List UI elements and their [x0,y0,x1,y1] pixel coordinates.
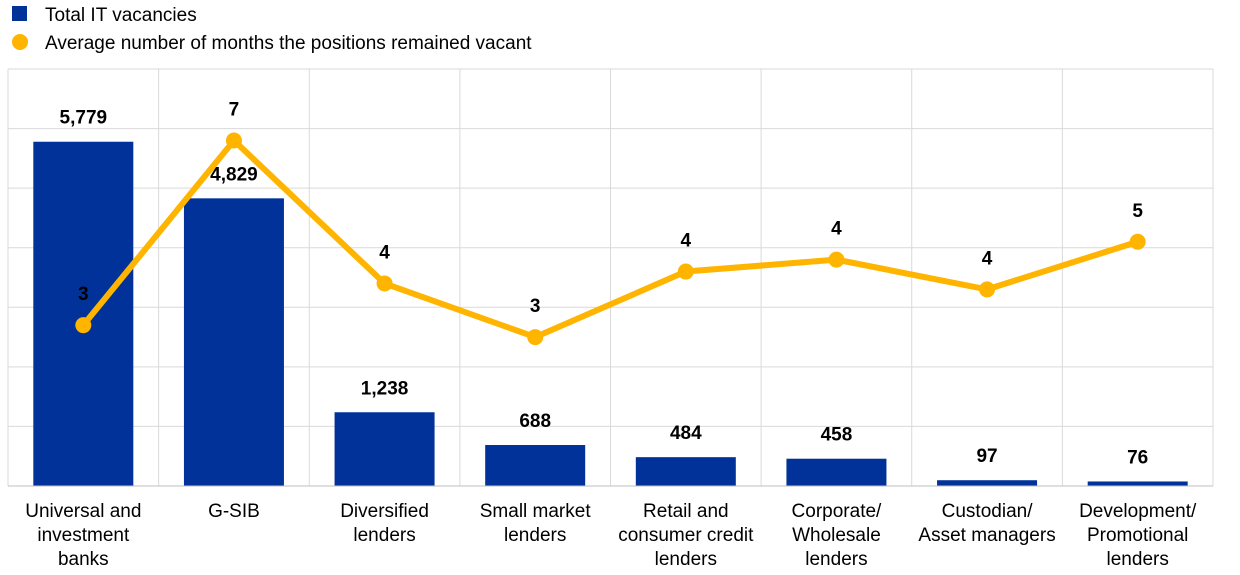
bar-value-label: 97 [976,446,997,467]
line-point [225,132,242,149]
plot-area: 5,779 4,829 1,238 688 484 458 97 76 3 7 4 3 4 4 4 5 Univ… [7,68,1214,570]
bar [183,198,284,486]
category-label: Development/Promotional lenders [1079,501,1197,570]
line-point [677,263,694,280]
bar-value-label: 1,238 [361,378,409,399]
legend-label-line: Average number of months the positions r… [45,33,532,54]
bar-value-label: 76 [1127,447,1148,468]
category-label-line: lenders [805,549,867,570]
line-point [828,251,845,268]
category-label-line: G-SIB [208,501,260,522]
category-label: Universal and investment banks [25,501,141,570]
category-label-line: Retail and [643,501,729,522]
line-value-label: 4 [681,231,692,252]
category-label: G-SIB [208,501,260,522]
legend-swatch-bar [12,6,27,21]
category-label: Small market lenders [480,501,592,546]
bar [635,457,736,486]
category-label-line: Asset managers [918,525,1055,546]
line-value-label: 3 [530,296,541,317]
category-label-line: Diversified [340,501,429,522]
category-label-line: lenders [353,525,415,546]
category-label-line: Small market [480,501,592,522]
line-point [75,317,92,334]
bar-value-label: 688 [519,411,551,432]
category-label-line: Corporate/ [792,501,882,522]
line-value-label: 3 [78,284,89,305]
category-label-line: Custodian/ [942,501,1034,522]
legend-label-bar: Total IT vacancies [45,5,197,26]
series-line [80,137,1139,341]
category-label: Corporate/Wholesale lenders [792,501,882,570]
bar [33,141,134,487]
category-label-line: banks [58,549,109,570]
line-point [1129,233,1146,250]
bar-value-label: 484 [670,423,702,444]
bar-value-label: 5,779 [60,108,108,129]
bar [485,445,586,486]
bar [334,412,435,486]
line-point [979,281,996,298]
bar [786,458,887,486]
category-label-line: investment [37,525,130,546]
category-label: Diversified lenders [340,501,429,546]
bar [1087,481,1188,486]
line-value-label: 5 [1132,201,1143,222]
line-value-label: 4 [379,242,390,263]
line-value-label: 7 [229,99,240,120]
category-label: Custodian/Asset managers [918,501,1055,546]
legend: Total IT vacancies Average number of mon… [12,5,532,54]
bar-value-label: 458 [821,425,853,446]
category-label-line: lenders [1107,549,1169,570]
legend-swatch-line [12,34,28,50]
bar [937,480,1038,486]
category-label: Retail and consumer credit lenders [618,501,754,570]
category-label-line: lenders [504,525,566,546]
line-point [527,329,544,346]
category-label-line: lenders [655,549,717,570]
category-label-line: Promotional [1087,525,1188,546]
category-label-line: Universal and [25,501,141,522]
category-label-line: Development/ [1079,501,1197,522]
category-label-line: Wholesale [792,525,881,546]
line-value-label: 4 [831,219,842,240]
bar-value-label: 4,829 [210,164,258,185]
category-label-line: consumer credit [618,525,754,546]
line-point [376,275,393,292]
line-value-label: 4 [982,248,993,269]
